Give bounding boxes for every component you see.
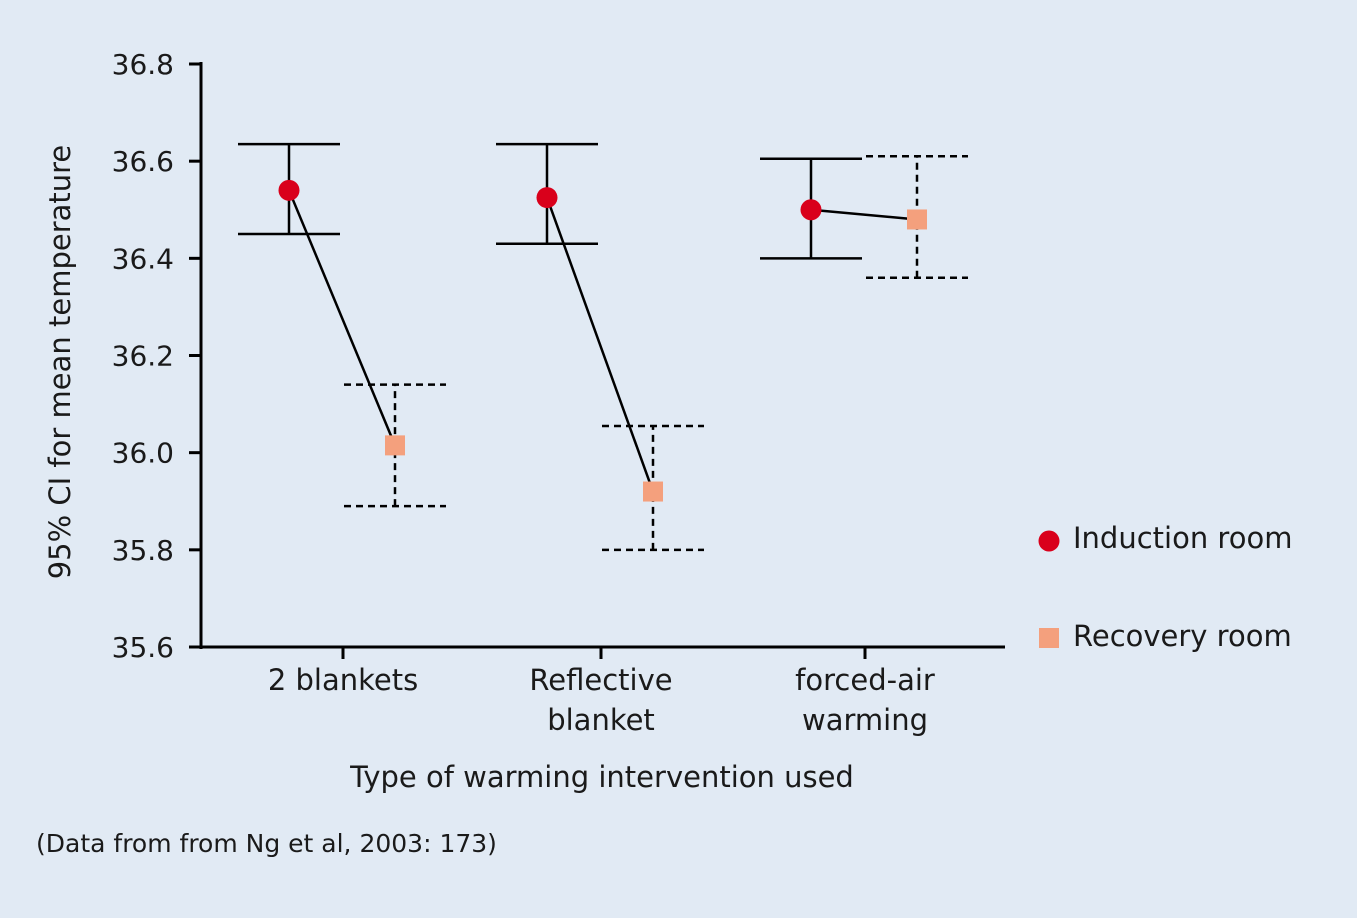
y-tick-label: 36.8 bbox=[112, 48, 174, 81]
legend-recovery-marker bbox=[1039, 628, 1059, 648]
induction-point bbox=[800, 199, 822, 221]
legend: Induction room Recovery room bbox=[1038, 521, 1292, 653]
x-tick-label: Reflective bbox=[529, 663, 672, 697]
connector-line bbox=[810, 208, 918, 221]
legend-induction-marker bbox=[1038, 530, 1060, 552]
y-tick-label: 36.0 bbox=[112, 437, 174, 470]
y-axis-title: 95% CI for mean temperature bbox=[43, 145, 77, 580]
y-tick-label: 36.4 bbox=[112, 242, 174, 275]
connector-line bbox=[287, 189, 397, 446]
legend-recovery-label: Recovery room bbox=[1073, 619, 1292, 653]
recovery-point bbox=[907, 209, 927, 230]
x-tick-label: forced-air bbox=[795, 663, 935, 697]
y-axis: 36.8 36.6 36.4 36.2 36.0 35.8 35.6 bbox=[112, 48, 203, 664]
source-note: (Data from from Ng et al, 2003: 173) bbox=[36, 829, 497, 858]
connector-line bbox=[545, 197, 655, 492]
recovery-point bbox=[385, 435, 405, 456]
induction-point bbox=[278, 179, 300, 201]
induction-point bbox=[536, 187, 558, 209]
legend-induction-label: Induction room bbox=[1073, 521, 1292, 555]
y-tick-label: 36.2 bbox=[112, 340, 174, 373]
x-tick-label: 2 blankets bbox=[268, 663, 418, 697]
x-tick-label: blanket bbox=[547, 703, 655, 737]
y-tick-label: 35.8 bbox=[112, 534, 174, 567]
y-tick-label: 36.6 bbox=[112, 145, 174, 178]
x-axis-title: Type of warming intervention used bbox=[349, 760, 854, 794]
recovery-point bbox=[643, 481, 663, 502]
y-tick-label: 35.6 bbox=[112, 631, 174, 664]
x-tick-label: warming bbox=[802, 703, 928, 737]
plot-area bbox=[238, 142, 968, 552]
x-axis: 2 blankets Reflective blanket forced-air war… bbox=[199, 645, 1005, 737]
